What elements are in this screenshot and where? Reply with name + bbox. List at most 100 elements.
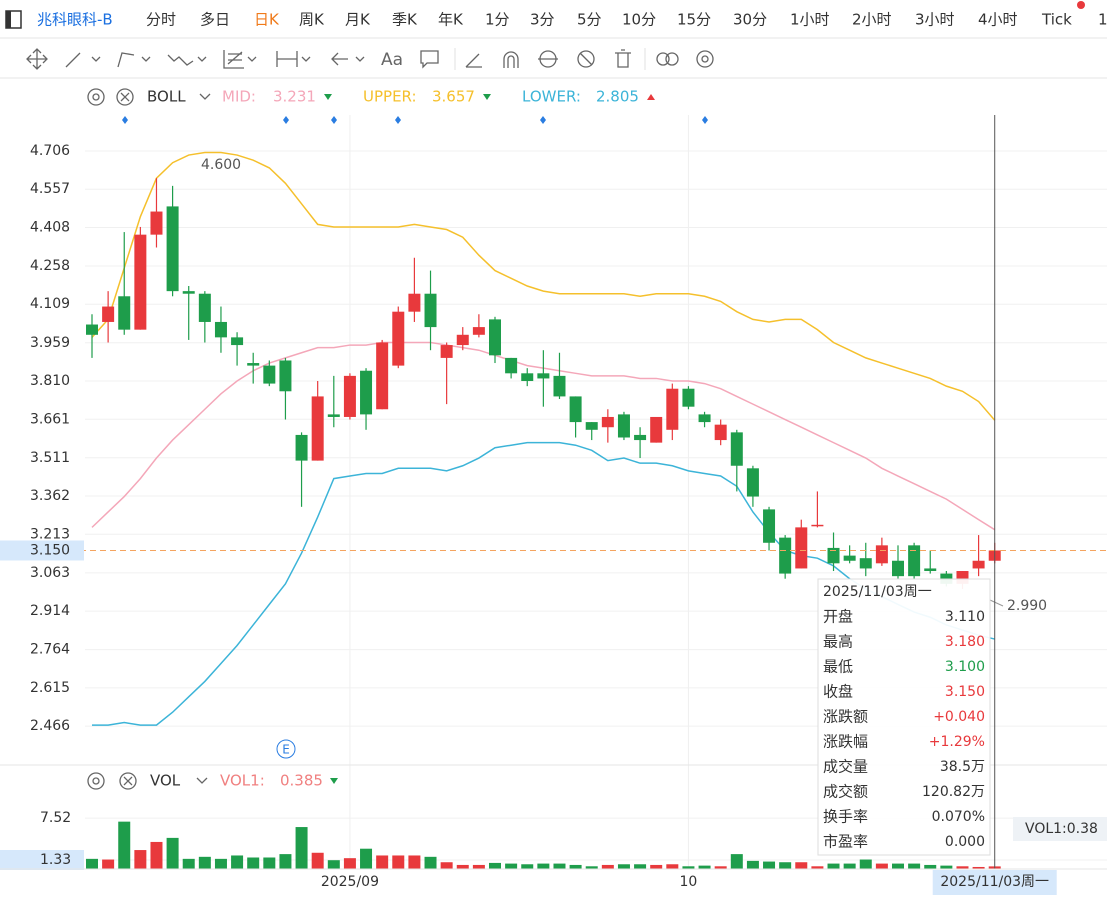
candle-body bbox=[617, 414, 630, 438]
volume-bar bbox=[102, 859, 115, 869]
tab[interactable]: 季K bbox=[392, 11, 418, 29]
tooltip-label: 换手率 bbox=[823, 808, 868, 826]
indicator-close[interactable] bbox=[119, 772, 137, 790]
candle-body bbox=[489, 319, 501, 356]
delete-tool[interactable] bbox=[615, 49, 631, 68]
candle-body bbox=[698, 414, 711, 423]
candle-body bbox=[392, 311, 405, 366]
candle-body bbox=[295, 434, 308, 461]
polyline-tool[interactable] bbox=[117, 52, 151, 68]
tab[interactable]: 3小时 bbox=[915, 11, 955, 29]
tab[interactable]: 15分 bbox=[677, 11, 711, 29]
candle-body bbox=[505, 357, 518, 374]
tab[interactable]: 4小时 bbox=[978, 11, 1018, 29]
magnet-tool[interactable] bbox=[503, 51, 519, 68]
volume-bar bbox=[505, 863, 518, 869]
tab[interactable]: 年K bbox=[438, 11, 464, 29]
tab[interactable]: 周K bbox=[299, 11, 325, 29]
candle-body bbox=[682, 388, 695, 407]
volume-bar bbox=[843, 863, 856, 869]
candle-body bbox=[182, 291, 195, 294]
tooltip-value: +1.29% bbox=[929, 734, 985, 750]
y-tick-label: 4.706 bbox=[30, 143, 70, 159]
volume-bar bbox=[908, 863, 921, 869]
legend-value: 3.231 bbox=[273, 88, 316, 106]
wave-tool[interactable] bbox=[167, 54, 207, 66]
candle-body bbox=[472, 327, 485, 335]
volume-bar bbox=[263, 857, 276, 869]
event-markers: E bbox=[122, 116, 708, 759]
note-tool[interactable] bbox=[420, 50, 439, 69]
candle-body bbox=[763, 509, 776, 543]
badge bbox=[1077, 1, 1085, 9]
tab[interactable]: 月K bbox=[345, 11, 371, 29]
tab[interactable]: 1小时 bbox=[790, 11, 830, 29]
tooltip-value: 38.5万 bbox=[940, 759, 985, 775]
tooltip-bg bbox=[817, 578, 991, 856]
candle-body bbox=[376, 342, 389, 410]
settings-tool[interactable] bbox=[696, 50, 714, 68]
crosshair-date: 2025/11/03周一 bbox=[940, 874, 1049, 890]
stock-name[interactable]: 兆科眼科-B bbox=[37, 11, 113, 29]
volume-bar bbox=[585, 866, 598, 869]
current-price-label: 3.150 bbox=[30, 542, 70, 558]
volume-bar bbox=[295, 827, 308, 869]
arrow-tool[interactable] bbox=[331, 52, 365, 66]
volume-bar bbox=[811, 866, 824, 869]
legend-name: VOL1: bbox=[220, 772, 265, 790]
tooltip-value: 3.100 bbox=[945, 659, 985, 675]
indicator-settings[interactable] bbox=[87, 88, 105, 106]
volume-bar bbox=[150, 841, 163, 869]
measure-tool[interactable] bbox=[276, 51, 311, 67]
angle-tool[interactable] bbox=[465, 53, 482, 68]
candle-body bbox=[247, 363, 260, 366]
compare-tool[interactable] bbox=[656, 52, 679, 66]
candle-body bbox=[166, 206, 179, 292]
indicator-close[interactable] bbox=[116, 88, 134, 106]
tab[interactable]: 1 bbox=[1098, 11, 1107, 29]
volume-bar bbox=[698, 865, 711, 869]
candle-body bbox=[134, 234, 147, 330]
fib-tool[interactable] bbox=[223, 50, 257, 69]
y-tick-label: 3.362 bbox=[30, 488, 70, 504]
tooltip-value: 0.070% bbox=[932, 809, 985, 825]
volume-bar bbox=[134, 850, 147, 869]
tab[interactable]: 30分 bbox=[733, 11, 767, 29]
text-tool[interactable]: Aa bbox=[381, 50, 403, 70]
legend-name: LOWER: bbox=[522, 88, 581, 106]
legend-arrow bbox=[324, 94, 332, 100]
tab[interactable]: 日K bbox=[254, 11, 280, 29]
sync-tool[interactable] bbox=[538, 50, 558, 68]
hide-tool[interactable] bbox=[577, 50, 595, 68]
y-tick-label: 7.52 bbox=[40, 810, 71, 826]
volume-bar bbox=[166, 837, 179, 869]
indicator-name: VOL bbox=[150, 772, 181, 790]
indicator-settings[interactable] bbox=[87, 772, 105, 790]
crosshair-box bbox=[0, 850, 84, 871]
candle-body bbox=[440, 345, 453, 358]
candle-body bbox=[150, 211, 163, 235]
tab[interactable]: 5分 bbox=[577, 11, 602, 29]
volume-bar bbox=[440, 862, 453, 869]
x-tick-label: 10 bbox=[680, 874, 698, 890]
tab[interactable]: 多日 bbox=[200, 11, 230, 29]
volume-bar bbox=[408, 855, 421, 869]
volume-bar bbox=[859, 859, 872, 869]
tab[interactable]: 3分 bbox=[530, 11, 555, 29]
tab[interactable]: 10分 bbox=[622, 11, 656, 29]
candle-body bbox=[424, 293, 437, 328]
tab[interactable]: 2小时 bbox=[852, 11, 892, 29]
y-tick-label: 4.258 bbox=[30, 258, 70, 274]
dropdown[interactable] bbox=[196, 777, 208, 784]
tab[interactable]: 分时 bbox=[146, 11, 176, 29]
legend-value: 2.805 bbox=[596, 88, 639, 106]
volume-bar bbox=[924, 864, 937, 869]
candle-body bbox=[972, 560, 985, 569]
line-tool[interactable] bbox=[65, 52, 101, 68]
tab[interactable]: Tick bbox=[1041, 11, 1072, 29]
candle-body bbox=[327, 414, 340, 417]
e-marker[interactable] bbox=[276, 739, 296, 759]
move-tool[interactable] bbox=[26, 48, 48, 70]
dropdown[interactable] bbox=[199, 93, 211, 100]
tab[interactable]: 1分 bbox=[485, 11, 510, 29]
